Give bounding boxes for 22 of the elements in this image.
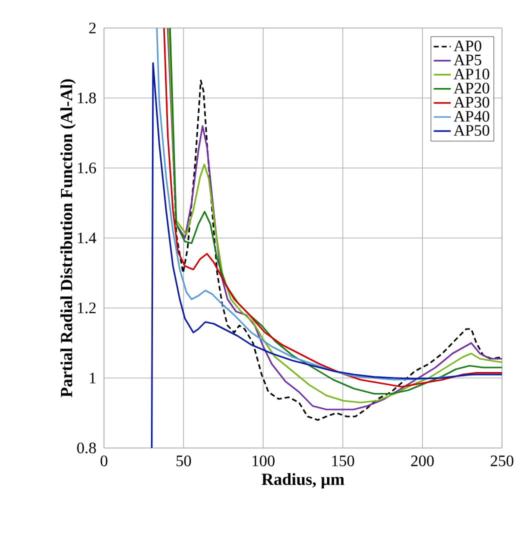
x-tick-label: 250 bbox=[490, 456, 514, 466]
legend-label: AP20 bbox=[454, 82, 490, 94]
legend-label: AP10 bbox=[454, 68, 490, 80]
y-axis-title: Partial Radial Distribution Function (Al-Al) bbox=[60, 79, 76, 398]
x-tick-label: 0 bbox=[100, 456, 108, 466]
y-tick-label: 1.2 bbox=[78, 302, 96, 314]
legend-label: AP5 bbox=[454, 54, 482, 66]
legend-label: AP30 bbox=[454, 96, 490, 108]
legend-label: AP0 bbox=[454, 40, 482, 52]
x-tick-label: 100 bbox=[252, 456, 275, 466]
x-tick-label: 150 bbox=[332, 456, 354, 466]
x-tick-label: 50 bbox=[176, 456, 191, 466]
y-tick-label: 1.4 bbox=[78, 232, 96, 244]
y-tick-label: 2 bbox=[89, 22, 96, 34]
legend-label: AP40 bbox=[454, 110, 490, 122]
x-axis-title: Radius, µm bbox=[262, 473, 344, 488]
y-tick-label: 1 bbox=[90, 372, 96, 384]
x-tick-label: 200 bbox=[411, 456, 434, 466]
y-tick-label: 1.6 bbox=[78, 162, 96, 174]
y-tick-label: 0.8 bbox=[77, 442, 96, 454]
y-tick-label: 1.8 bbox=[78, 92, 96, 104]
legend-label: AP50 bbox=[454, 125, 490, 136]
